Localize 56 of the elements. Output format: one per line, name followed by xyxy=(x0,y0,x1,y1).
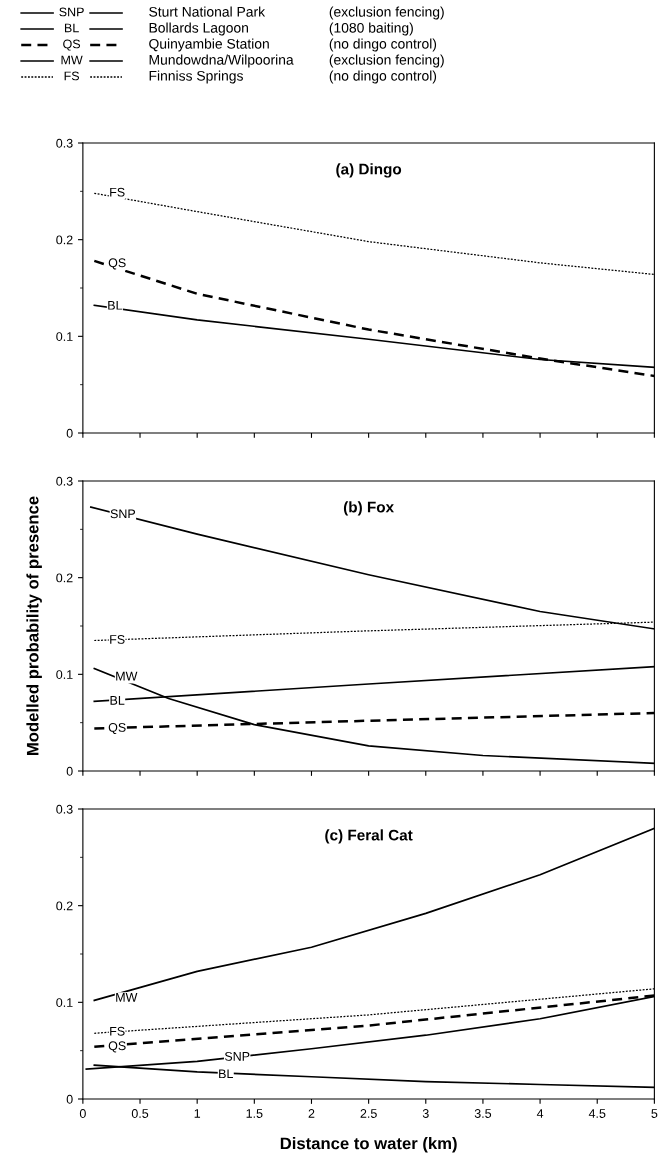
legend-label: FS xyxy=(64,71,80,81)
y-tick-label: 0 xyxy=(66,428,73,438)
text: (a) Dingo xyxy=(336,163,402,178)
text: (no dingo control) xyxy=(329,70,437,84)
x-tick-label: 4.5 xyxy=(588,1109,606,1118)
legend-label: QS xyxy=(63,39,81,51)
annotation: BL xyxy=(108,301,123,310)
annotation: SNP xyxy=(110,509,136,519)
annotation: QS xyxy=(108,258,126,270)
y-tick-label: 0 xyxy=(66,1094,73,1104)
annotation: MW xyxy=(116,671,138,681)
x-tick-label: 5 xyxy=(651,1109,658,1118)
text: (b) Fox xyxy=(343,501,394,516)
y-tick-label: 0 xyxy=(66,766,73,776)
annotation: FS xyxy=(110,635,125,644)
text: Quinyambie Station xyxy=(149,38,269,52)
text: Sturt National Park xyxy=(149,6,266,17)
text: (no dingo control) xyxy=(329,38,437,52)
text: Bollards Lagoon xyxy=(149,22,248,36)
y-tick-label: 0.2 xyxy=(56,235,73,245)
y-axis-title: Modelled probability of presence xyxy=(26,496,42,755)
y-tick-label: 0.1 xyxy=(56,998,73,1007)
text: (exclusion fencing) xyxy=(329,6,444,20)
x-tick-label: 0.5 xyxy=(131,1109,149,1118)
x-tick-label: 3 xyxy=(422,1109,429,1118)
y-tick-label: 0.2 xyxy=(56,901,73,911)
y-tick-label: 0.3 xyxy=(56,476,73,486)
annotation: FS xyxy=(110,187,125,197)
legend-label: BL xyxy=(64,23,79,33)
text: (1080 baiting) xyxy=(329,22,413,36)
y-tick-label: 0.1 xyxy=(56,670,73,679)
x-tick-label: 2.5 xyxy=(360,1109,377,1118)
text: Mundowdna/Wilpoorina xyxy=(149,54,294,68)
x-tick-label: 3.5 xyxy=(474,1109,492,1118)
x-axis-title: Distance to water (km) xyxy=(280,1137,457,1153)
annotation: BL xyxy=(219,1069,233,1079)
annotation: MW xyxy=(116,993,138,1002)
x-tick-label: 1 xyxy=(194,1109,201,1118)
x-tick-label: 4 xyxy=(536,1109,544,1118)
legend-label: MW xyxy=(61,55,83,65)
annotation: QS xyxy=(108,1041,126,1053)
text: (exclusion fencing) xyxy=(329,54,444,68)
text: Finniss Springs xyxy=(149,70,243,84)
y-tick-label: 0.3 xyxy=(56,138,73,148)
legend-label: SNP xyxy=(59,7,84,17)
x-tick-label: 2 xyxy=(308,1109,315,1118)
x-tick-label: 0 xyxy=(79,1109,86,1118)
x-tick-label: 1.5 xyxy=(246,1109,263,1118)
y-tick-label: 0.2 xyxy=(56,573,73,583)
annotation: FS xyxy=(110,1026,125,1036)
y-tick-label: 0.1 xyxy=(56,332,73,341)
annotation: QS xyxy=(108,722,126,735)
annotation: SNP xyxy=(224,1051,250,1061)
annotation: BL xyxy=(110,696,125,705)
y-tick-label: 0.3 xyxy=(56,804,73,814)
text: (c) Feral Cat xyxy=(325,829,413,844)
